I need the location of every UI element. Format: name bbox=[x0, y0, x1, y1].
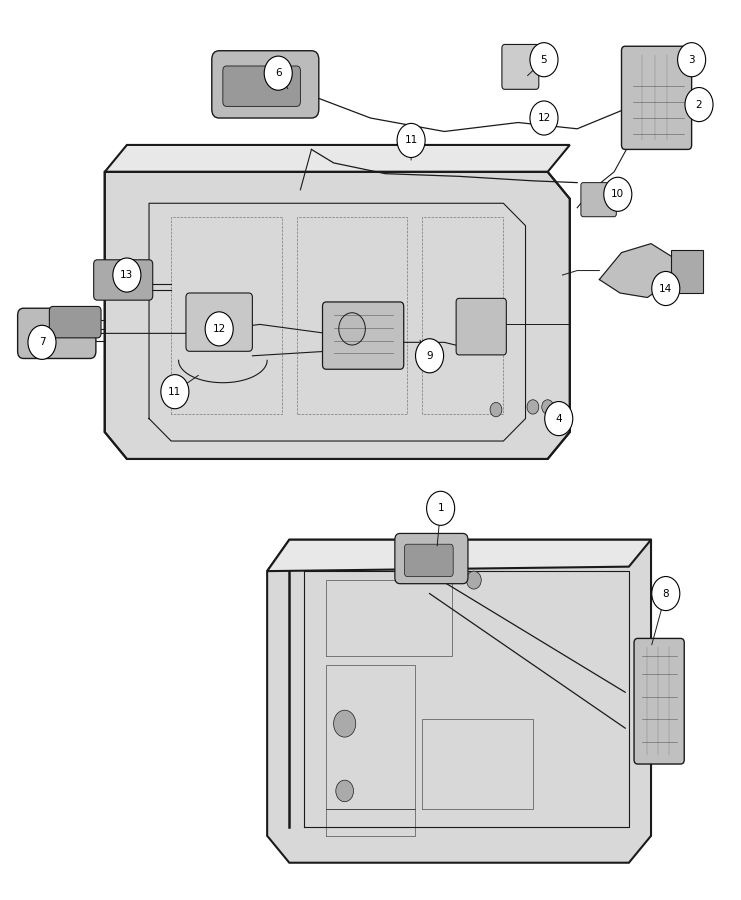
Circle shape bbox=[416, 338, 444, 373]
Text: 13: 13 bbox=[120, 270, 133, 280]
Text: 7: 7 bbox=[39, 338, 45, 347]
Text: 1: 1 bbox=[437, 503, 444, 513]
Polygon shape bbox=[268, 540, 651, 863]
Circle shape bbox=[113, 258, 141, 292]
FancyBboxPatch shape bbox=[634, 638, 684, 764]
Circle shape bbox=[604, 177, 632, 212]
Circle shape bbox=[336, 780, 353, 802]
Text: 12: 12 bbox=[537, 113, 551, 123]
FancyBboxPatch shape bbox=[456, 299, 506, 355]
Circle shape bbox=[527, 400, 539, 414]
Circle shape bbox=[542, 400, 554, 414]
FancyBboxPatch shape bbox=[212, 50, 319, 118]
FancyBboxPatch shape bbox=[581, 183, 617, 217]
Text: 4: 4 bbox=[556, 414, 562, 424]
Text: 3: 3 bbox=[688, 55, 695, 65]
Circle shape bbox=[685, 87, 713, 122]
FancyBboxPatch shape bbox=[671, 250, 703, 293]
Text: 2: 2 bbox=[696, 100, 702, 110]
Circle shape bbox=[205, 311, 233, 346]
Circle shape bbox=[530, 101, 558, 135]
FancyBboxPatch shape bbox=[18, 308, 96, 358]
Text: 9: 9 bbox=[426, 351, 433, 361]
Text: 11: 11 bbox=[405, 136, 418, 146]
Circle shape bbox=[397, 123, 425, 158]
FancyBboxPatch shape bbox=[622, 46, 691, 149]
Circle shape bbox=[339, 312, 365, 345]
Text: 11: 11 bbox=[168, 387, 182, 397]
FancyBboxPatch shape bbox=[223, 66, 300, 106]
Polygon shape bbox=[104, 145, 570, 172]
Circle shape bbox=[652, 272, 679, 305]
FancyBboxPatch shape bbox=[186, 293, 253, 351]
FancyBboxPatch shape bbox=[93, 260, 153, 301]
Circle shape bbox=[677, 42, 705, 76]
Text: 5: 5 bbox=[541, 55, 548, 65]
FancyBboxPatch shape bbox=[322, 302, 404, 369]
Circle shape bbox=[530, 42, 558, 76]
Polygon shape bbox=[268, 540, 651, 572]
Text: 10: 10 bbox=[611, 189, 625, 199]
Circle shape bbox=[333, 710, 356, 737]
Text: 14: 14 bbox=[659, 284, 672, 293]
FancyBboxPatch shape bbox=[405, 544, 453, 577]
Text: 12: 12 bbox=[213, 324, 226, 334]
Circle shape bbox=[28, 325, 56, 359]
Circle shape bbox=[265, 56, 292, 90]
FancyBboxPatch shape bbox=[50, 306, 101, 338]
Polygon shape bbox=[104, 172, 570, 459]
Circle shape bbox=[545, 401, 573, 436]
FancyBboxPatch shape bbox=[395, 534, 468, 584]
Circle shape bbox=[490, 402, 502, 417]
Polygon shape bbox=[599, 244, 677, 298]
Circle shape bbox=[161, 374, 189, 409]
Circle shape bbox=[652, 577, 679, 610]
Circle shape bbox=[427, 491, 455, 526]
Text: 8: 8 bbox=[662, 589, 669, 598]
Text: 6: 6 bbox=[275, 68, 282, 78]
Circle shape bbox=[467, 572, 481, 590]
FancyBboxPatch shape bbox=[502, 44, 539, 89]
